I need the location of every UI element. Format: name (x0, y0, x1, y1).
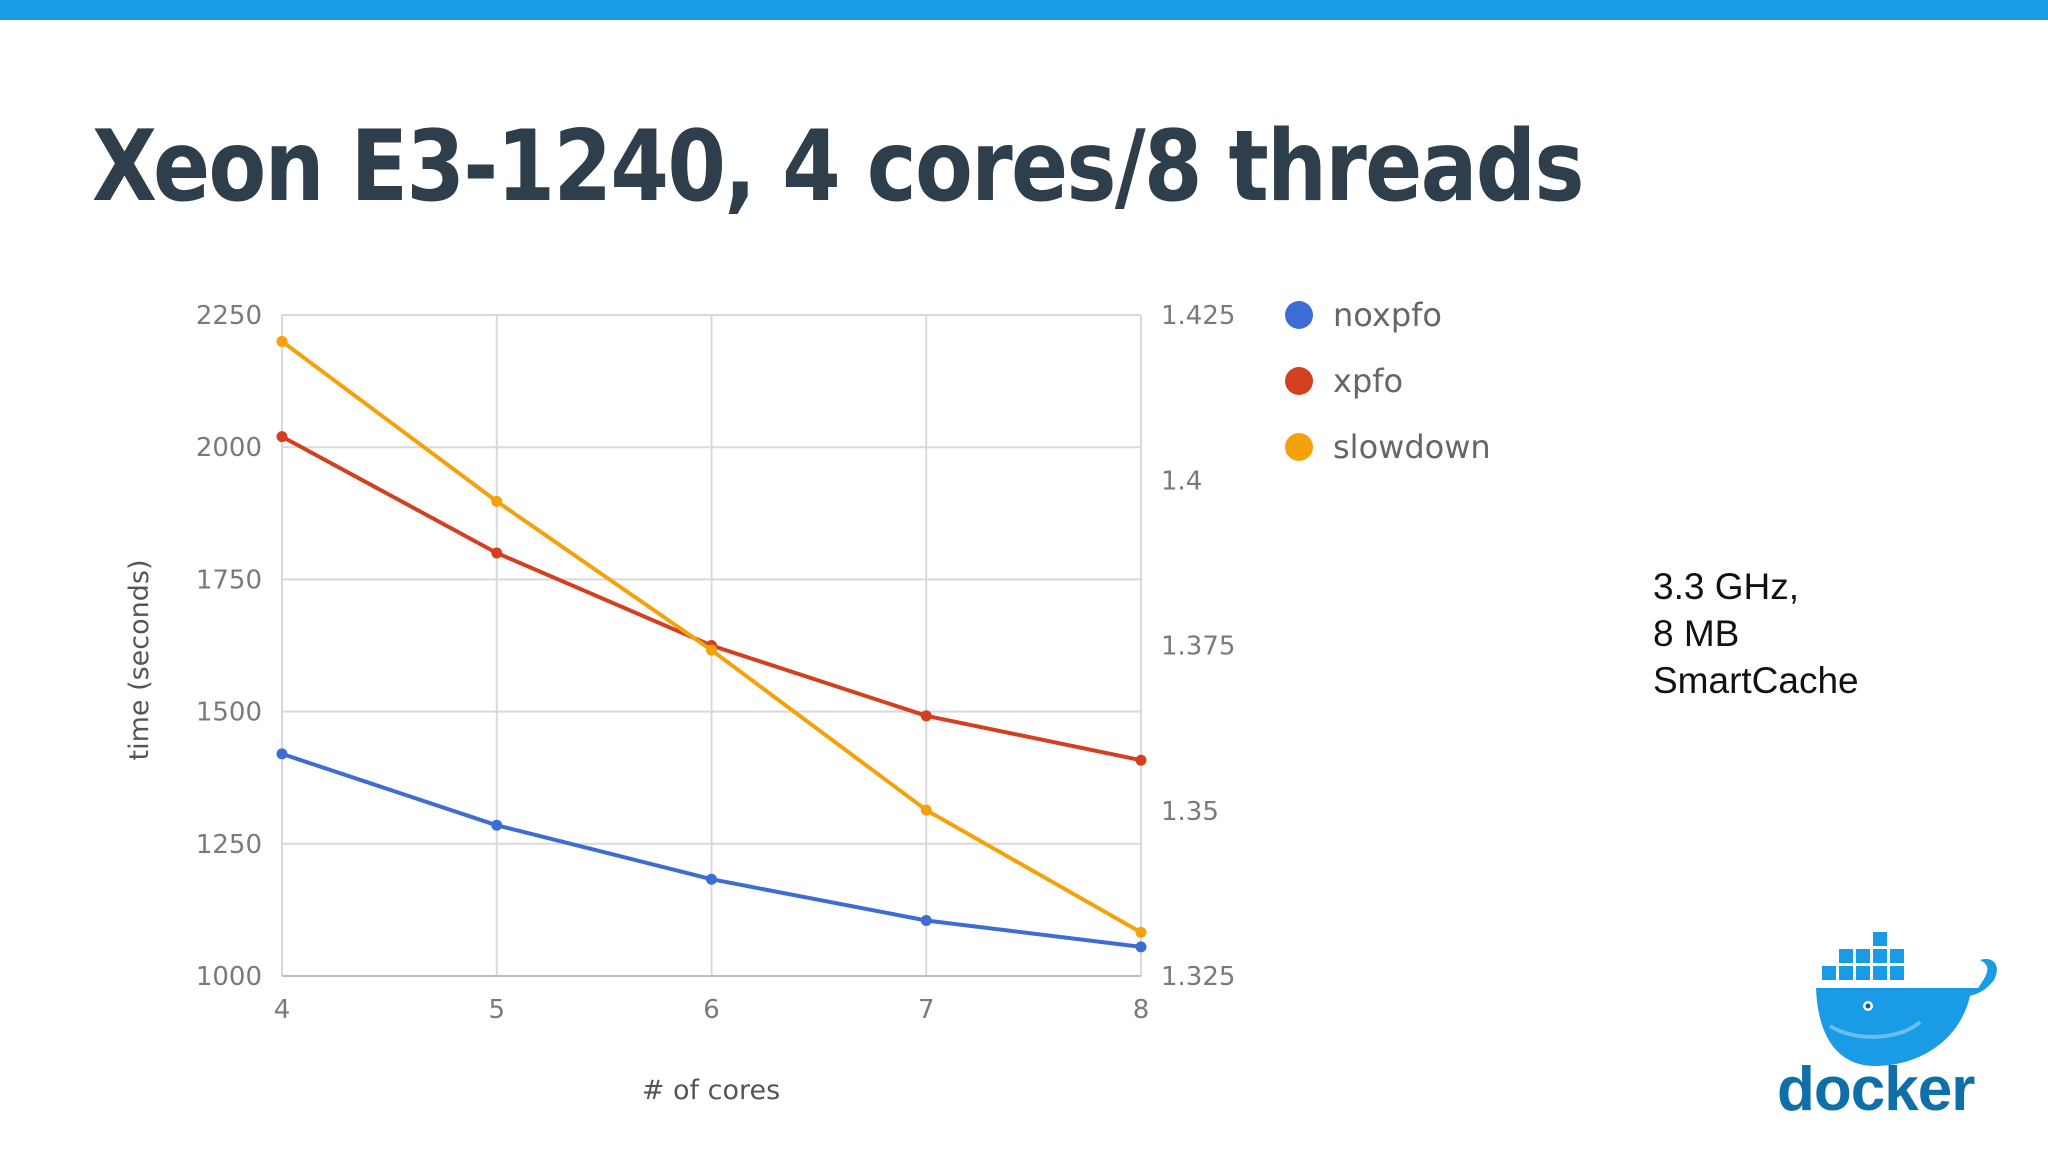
legend-marker-slowdown (1285, 433, 1313, 461)
legend-label-slowdown: slowdown (1333, 428, 1491, 466)
legend-marker-noxpfo (1285, 301, 1313, 329)
chart-legend: noxpfo xpfo slowdown (1285, 296, 1491, 466)
y2-tick-label: 1.4 (1161, 466, 1202, 496)
data-point-slowdown (1135, 926, 1147, 938)
legend-label-xpfo: xpfo (1333, 362, 1403, 400)
x-tick-label: 4 (274, 995, 291, 1025)
legend-marker-xpfo (1285, 367, 1313, 395)
data-point-noxpfo (491, 819, 503, 831)
data-point-noxpfo (920, 914, 932, 926)
data-point-xpfo (491, 547, 503, 559)
top-accent-bar (0, 0, 2048, 20)
y2-tick-label: 1.425 (1161, 301, 1235, 331)
x-tick-label: 7 (918, 995, 935, 1025)
y-axis-title: time (seconds) (124, 559, 155, 760)
x-axis-title: # of cores (642, 1075, 780, 1106)
data-point-xpfo (1135, 754, 1147, 766)
docker-logo: docker (1777, 932, 1997, 1122)
y-tick-label: 1750 (196, 565, 262, 595)
data-point-slowdown (920, 804, 932, 816)
data-point-slowdown (706, 644, 717, 656)
y-tick-label: 2250 (196, 301, 262, 331)
data-point-slowdown (276, 335, 288, 347)
cpu-info-note: 3.3 GHz, 8 MB SmartCache (1653, 563, 1859, 704)
chart-axes: 1000 1250 1500 1750 2000 2250 4 5 6 7 8 1.325 1.35 1.… (124, 301, 1235, 1106)
cpu-info-line: 3.3 GHz, (1653, 566, 1799, 607)
data-point-noxpfo (1135, 941, 1147, 953)
legend-label-noxpfo: noxpfo (1333, 296, 1442, 334)
y2-tick-label: 1.375 (1161, 632, 1235, 662)
cpu-info-line: 8 MB (1653, 613, 1740, 654)
data-point-xpfo (276, 431, 288, 443)
x-tick-label: 8 (1133, 995, 1150, 1025)
y2-tick-label: 1.35 (1161, 797, 1219, 827)
y-tick-label: 1000 (196, 962, 262, 992)
x-tick-label: 6 (703, 995, 720, 1025)
cpu-info-line: SmartCache (1653, 660, 1859, 701)
x-tick-label: 5 (488, 995, 505, 1025)
chart-series (276, 335, 1147, 953)
y2-tick-label: 1.325 (1161, 962, 1235, 992)
data-point-noxpfo (706, 873, 717, 885)
y-tick-label: 1250 (196, 830, 262, 860)
docker-whale-icon (1816, 932, 1997, 1066)
y-tick-label: 1500 (196, 698, 262, 728)
slide-title: Xeon E3-1240, 4 cores/8 threads (92, 110, 1585, 224)
y-tick-label: 2000 (196, 433, 262, 463)
data-point-noxpfo (276, 748, 288, 760)
data-point-xpfo (920, 710, 932, 722)
data-point-slowdown (491, 495, 503, 507)
docker-logo-text: docker (1777, 1055, 1975, 1122)
